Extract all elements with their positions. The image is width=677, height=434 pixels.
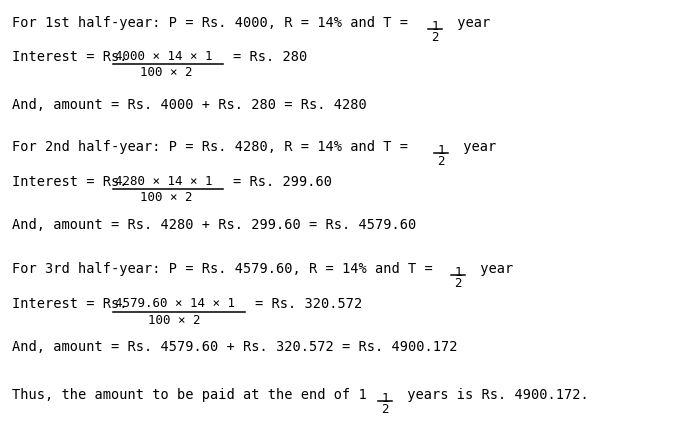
Text: For 3rd half-year: P = Rs. 4579.60, R = 14% and T =: For 3rd half-year: P = Rs. 4579.60, R = … — [12, 261, 433, 275]
Text: For 1st half-year: P = Rs. 4000, R = 14% and T =: For 1st half-year: P = Rs. 4000, R = 14%… — [12, 16, 408, 30]
Text: 1: 1 — [454, 265, 462, 278]
Text: For 2nd half-year: P = Rs. 4280, R = 14% and T =: For 2nd half-year: P = Rs. 4280, R = 14%… — [12, 140, 408, 154]
Text: Thus, the amount to be paid at the end of 1: Thus, the amount to be paid at the end o… — [12, 387, 367, 401]
Text: And, amount = Rs. 4579.60 + Rs. 320.572 = Rs. 4900.172: And, amount = Rs. 4579.60 + Rs. 320.572 … — [12, 339, 458, 353]
Text: 1: 1 — [437, 144, 445, 157]
Text: 4000 × 14 × 1: 4000 × 14 × 1 — [115, 50, 213, 63]
Text: 2: 2 — [454, 276, 462, 289]
Text: years is Rs. 4900.172.: years is Rs. 4900.172. — [399, 387, 589, 401]
Text: And, amount = Rs. 4000 + Rs. 280 = Rs. 4280: And, amount = Rs. 4000 + Rs. 280 = Rs. 4… — [12, 98, 367, 112]
Text: 2: 2 — [431, 31, 439, 44]
Text: 2: 2 — [381, 402, 389, 415]
Text: 2: 2 — [437, 155, 445, 168]
Text: Interest = Rs.: Interest = Rs. — [12, 174, 127, 188]
Text: = Rs. 280: = Rs. 280 — [233, 50, 307, 64]
Text: year: year — [449, 16, 490, 30]
Text: 100 × 2: 100 × 2 — [140, 66, 192, 79]
Text: 1: 1 — [431, 20, 439, 33]
Text: Interest = Rs.: Interest = Rs. — [12, 50, 127, 64]
Text: 1: 1 — [381, 391, 389, 404]
Text: = Rs. 320.572: = Rs. 320.572 — [255, 296, 362, 310]
Text: 100 × 2: 100 × 2 — [148, 313, 200, 326]
Text: 4280 × 14 × 1: 4280 × 14 × 1 — [115, 174, 213, 187]
Text: And, amount = Rs. 4280 + Rs. 299.60 = Rs. 4579.60: And, amount = Rs. 4280 + Rs. 299.60 = Rs… — [12, 217, 416, 231]
Text: 100 × 2: 100 × 2 — [140, 191, 192, 204]
Text: 4579.60 × 14 × 1: 4579.60 × 14 × 1 — [115, 296, 235, 309]
Text: year: year — [455, 140, 496, 154]
Text: Interest = Rs.: Interest = Rs. — [12, 296, 127, 310]
Text: = Rs. 299.60: = Rs. 299.60 — [233, 174, 332, 188]
Text: year: year — [472, 261, 513, 275]
